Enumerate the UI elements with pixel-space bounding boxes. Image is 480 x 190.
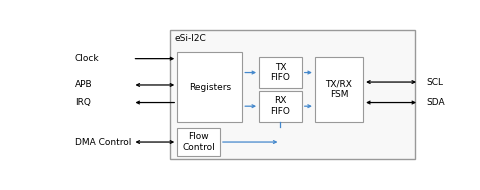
Bar	[177, 52, 242, 122]
Text: APB: APB	[75, 81, 93, 89]
Text: TX
FIFO: TX FIFO	[270, 63, 290, 82]
Text: RX
FIFO: RX FIFO	[270, 97, 290, 116]
Text: TX/RX
FSM: TX/RX FSM	[325, 80, 352, 99]
Bar	[259, 91, 302, 122]
Text: Clock: Clock	[75, 54, 99, 63]
Bar	[170, 30, 415, 159]
Bar	[259, 57, 302, 88]
Bar	[177, 128, 220, 156]
Text: Flow
Control: Flow Control	[182, 132, 215, 152]
Text: SCL: SCL	[426, 78, 444, 87]
Text: eSi-I2C: eSi-I2C	[174, 34, 206, 43]
Text: IRQ: IRQ	[75, 98, 91, 107]
Text: DMA Control: DMA Control	[75, 138, 131, 146]
Text: Registers: Registers	[189, 83, 231, 92]
Text: SDA: SDA	[426, 98, 445, 107]
Bar	[315, 57, 363, 122]
